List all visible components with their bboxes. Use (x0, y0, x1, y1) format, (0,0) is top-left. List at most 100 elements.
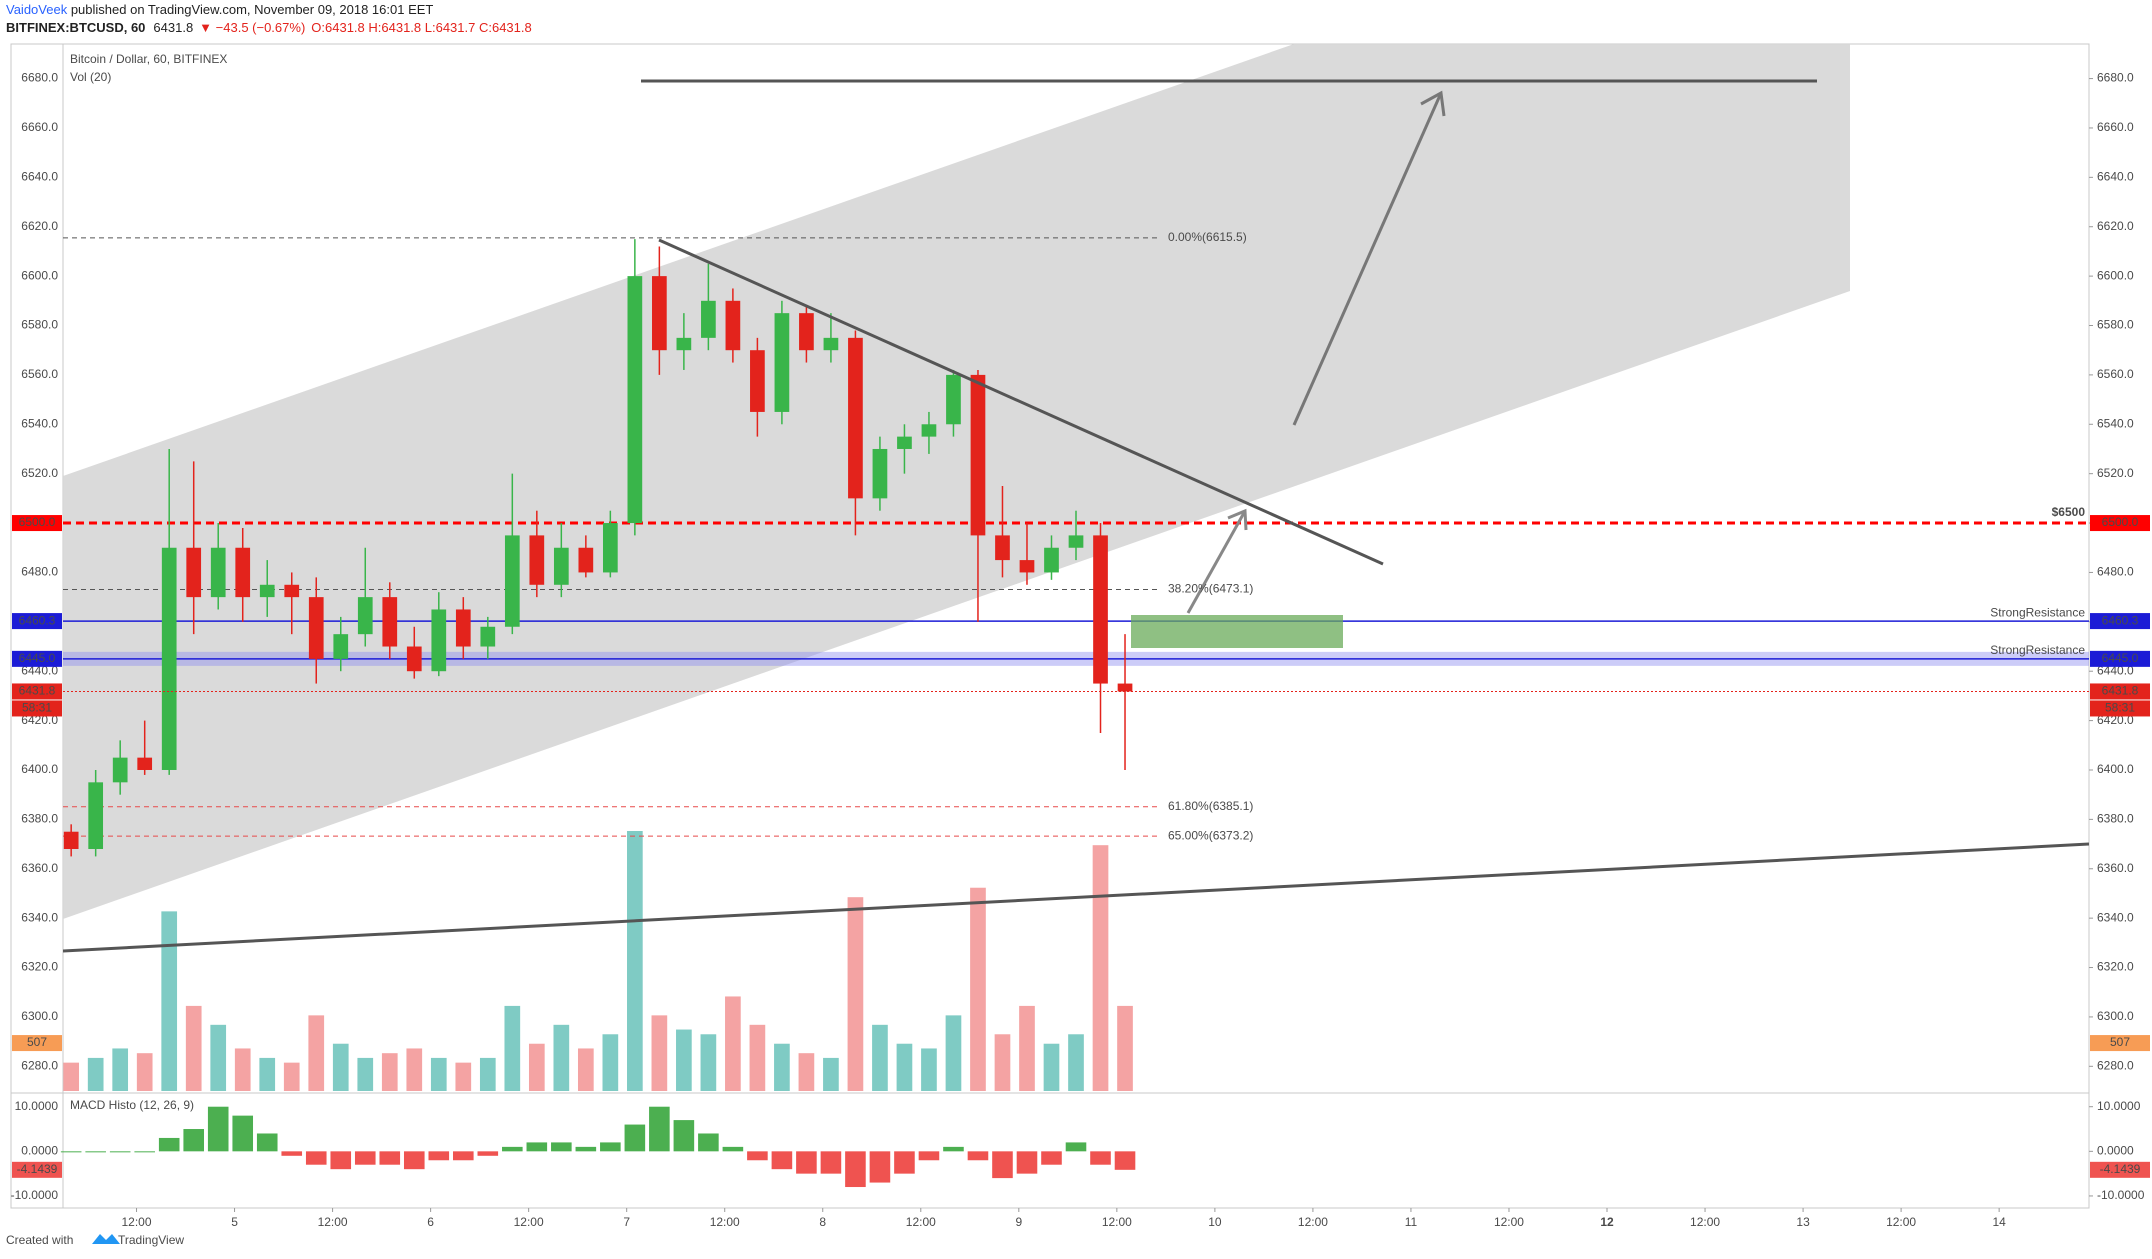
candle-body (480, 626, 496, 647)
volume-bar (994, 1034, 1011, 1091)
macd-last-label-left: -4.1439 (17, 1162, 58, 1176)
macd-bar (771, 1151, 793, 1170)
volume-ma-tag-box (2090, 1035, 2150, 1052)
macd-bar (330, 1151, 352, 1170)
macd-bar (502, 1146, 523, 1152)
arrow-large-head (1420, 90, 1446, 117)
y-tick-label-left: 6480.0 (21, 565, 58, 579)
candle-body (504, 535, 520, 627)
candle-body (333, 634, 349, 659)
level-price-tag-left: 6460.3 (19, 613, 56, 627)
volume-bar (479, 1057, 496, 1091)
chart-frame (10, 43, 2090, 1209)
volume-bar (651, 1015, 668, 1091)
volume-ma-tag: 507 (2110, 1035, 2130, 1049)
x-tick-label: 12:00 (710, 1215, 740, 1229)
author[interactable]: VaidoVeek (6, 2, 68, 17)
y-tick-label-left: 6620.0 (21, 219, 58, 233)
ascending-trendline[interactable] (63, 842, 2089, 953)
y-tick-label: 6360.0 (2097, 861, 2134, 875)
volume-bar (577, 1048, 594, 1091)
target-zone[interactable] (1131, 615, 1343, 648)
macd-bar (158, 1137, 180, 1152)
tv-logo (92, 1234, 120, 1244)
candle-body (725, 300, 741, 351)
quote: 6431.8 (153, 20, 193, 35)
macd-tick-label: 0.0000 (2097, 1144, 2134, 1158)
y-tick-label: 6600.0 (2097, 268, 2134, 282)
y-tick-label: 6520.0 (2097, 466, 2134, 480)
y-tick-label-left: 6600.0 (21, 268, 58, 282)
volume-bar (970, 887, 986, 1091)
volume-bar (357, 1057, 374, 1091)
candle-body (848, 337, 863, 499)
volume-bar (627, 831, 643, 1091)
y-tick-label-left: 6280.0 (21, 1058, 58, 1072)
ohlc: O:6431.8 H:6431.8 L:6431.7 C:6431.8 (311, 20, 531, 35)
y-tick-label-left: 6360.0 (21, 861, 58, 875)
y-tick-label: 6580.0 (2097, 318, 2134, 332)
candle-body (701, 300, 716, 338)
volume-bar (112, 1048, 129, 1091)
y-tick-label: 6440.0 (2097, 663, 2134, 677)
volume-ma-tag-left: 507 (27, 1035, 47, 1049)
parallel-channel[interactable] (63, 44, 1850, 919)
volume-bar (847, 897, 864, 1091)
footer-brand[interactable]: TradingView (118, 1233, 184, 1247)
macd-bar (256, 1133, 278, 1152)
macd-bar (109, 1151, 131, 1153)
candle-body (627, 276, 643, 524)
x-tick-label: 14 (1992, 1215, 2006, 1229)
y-tick-label: 6540.0 (2097, 416, 2134, 430)
candle-body (1117, 683, 1133, 692)
countdown-tag-box-left (12, 700, 62, 717)
arrow-large[interactable] (1292, 92, 1443, 426)
fib-label: 61.80%(6385.1) (1168, 799, 1253, 813)
candle-body (897, 436, 912, 449)
macd-bar (1114, 1151, 1136, 1170)
macd-bar (820, 1151, 842, 1174)
level-price-tag: 6500.0 (2102, 515, 2139, 529)
countdown-tag: 58:31 (2105, 701, 2135, 715)
macd-bar (453, 1151, 474, 1161)
x-tick-label: 12:00 (1298, 1215, 1328, 1229)
candle-body (1068, 535, 1084, 548)
macd-bar (918, 1151, 940, 1161)
last-price-tag-box-left (12, 683, 62, 700)
y-tick-label: 6380.0 (2097, 812, 2134, 826)
volume-bar (332, 1043, 349, 1091)
macd-bar (649, 1106, 670, 1152)
candle-body (308, 597, 324, 659)
descending-trendline[interactable] (658, 238, 1384, 566)
arrow-small[interactable] (1186, 510, 1247, 614)
x-tick-label: 7 (623, 1215, 630, 1229)
candle-body (210, 547, 226, 598)
macd-bar (796, 1151, 817, 1174)
candle-body (186, 547, 202, 598)
macd-tick-label: -10.0000 (2097, 1188, 2145, 1202)
macd-tick-label-left: 10.0000 (15, 1099, 59, 1113)
volume-bar (553, 1024, 570, 1091)
macd-bar (403, 1151, 425, 1170)
macd-bar (207, 1106, 229, 1152)
candle-body (455, 609, 471, 647)
x-tick-label: 12:00 (1494, 1215, 1524, 1229)
y-tick-label-left: 6540.0 (21, 416, 58, 430)
header-quote: BITFINEX:BTCUSD, 60 6431.8 ▼ −43.5 (−0.67%… (6, 20, 532, 35)
countdown-tag-box (2090, 700, 2150, 717)
level-text: StrongResistance (1990, 605, 2085, 619)
y-tick-label-left: 6440.0 (21, 663, 58, 677)
volume-bar (725, 996, 741, 1091)
volume-bar (700, 1034, 717, 1091)
x-tick-label: 12:00 (514, 1215, 544, 1229)
y-tick-label-left: 6520.0 (21, 466, 58, 480)
volume-bar (676, 1029, 692, 1091)
y-tick-label-left: 6340.0 (21, 910, 58, 924)
volume-bar (798, 1053, 815, 1091)
volume-bar (136, 1053, 153, 1091)
fib-label: 38.20%(6473.1) (1168, 582, 1253, 596)
level-price-tag-box (2090, 650, 2150, 667)
x-tick-label: 11 (1405, 1215, 1418, 1229)
candle-body (137, 757, 153, 770)
volume-bar (1043, 1043, 1060, 1091)
